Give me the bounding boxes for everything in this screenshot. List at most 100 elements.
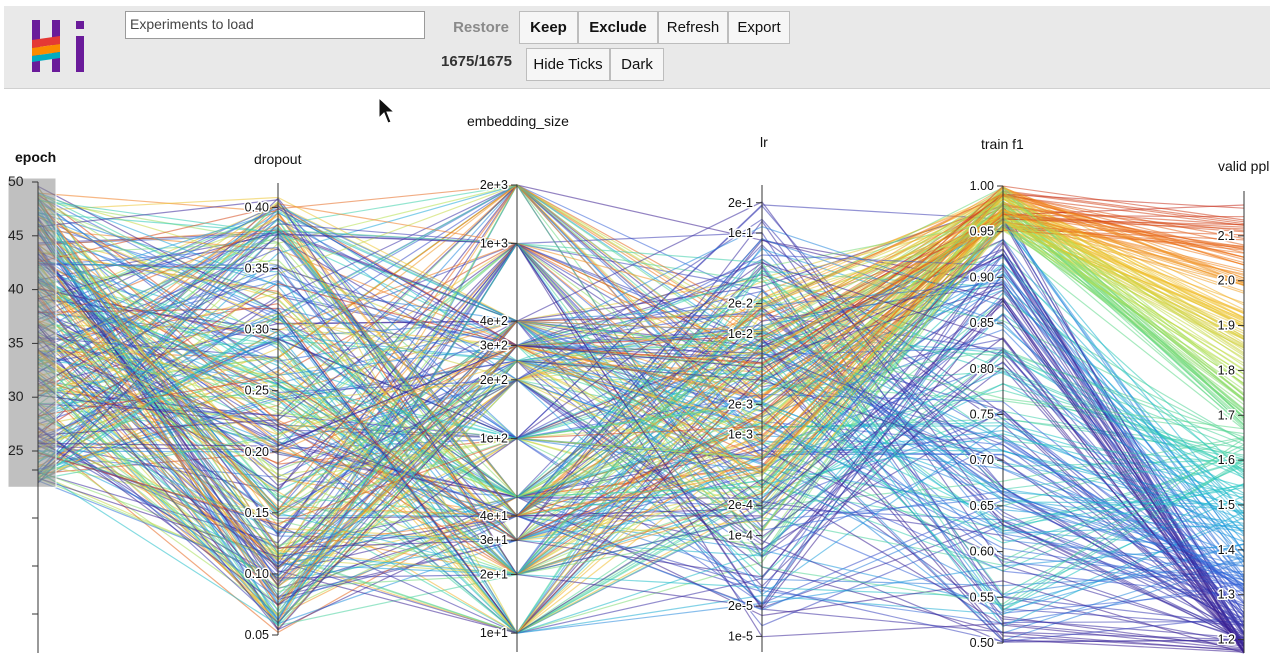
refresh-button[interactable]: Refresh — [658, 11, 728, 44]
axis-title[interactable]: embedding_size — [467, 113, 569, 129]
run-line — [37, 231, 1245, 626]
run-line — [37, 193, 1245, 518]
run-line — [37, 184, 1245, 511]
axis-tick-label: 1e+3 — [480, 237, 508, 251]
axis-title[interactable]: train f1 — [981, 136, 1024, 152]
run-line — [37, 218, 1245, 607]
restore-button[interactable]: Restore — [441, 11, 521, 44]
run-line — [37, 242, 1245, 611]
run-line — [37, 344, 1245, 628]
axis-tick-label: 0.25 — [245, 384, 269, 398]
run-line — [37, 213, 1245, 525]
selection-count: 1675/1675 — [441, 53, 512, 70]
axis-tick-label: 2e+2 — [480, 373, 508, 387]
axis-tick-label: 2e+3 — [480, 178, 508, 192]
axis-tick-label: 1.5 — [1218, 498, 1235, 512]
run-line — [37, 248, 1245, 596]
axis-tick-label: 0.70 — [970, 453, 994, 467]
axis-embedding-size[interactable]: embedding_size 1e+1 2e+1 3e+1 4e+1 1e+2 2e+2 3e… — [467, 113, 569, 652]
run-line — [37, 201, 1245, 641]
run-line — [37, 268, 1245, 634]
run-line — [37, 317, 1245, 544]
run-line — [37, 186, 1245, 576]
exclude-button[interactable]: Exclude — [578, 11, 658, 44]
run-line — [37, 242, 1245, 619]
run-line — [37, 184, 1245, 479]
axis-lr[interactable]: lr 1e-5 2e-5 1e-4 2e-4 1e-3 2e-3 1e-2 2e-2 1e-1 2e… — [726, 134, 768, 652]
run-line — [37, 204, 1245, 498]
run-line — [37, 199, 1245, 625]
run-line — [37, 206, 1245, 576]
axis-tick-label: 35 — [8, 334, 24, 350]
axis-tick-label: 0.75 — [970, 408, 994, 422]
axis-tick-label: 40 — [8, 281, 24, 297]
run-line — [37, 245, 1245, 651]
axis-tick-label: 0.65 — [970, 499, 994, 513]
axis-tick-label: 3e+1 — [480, 533, 508, 547]
axis-tick-label: 2.1 — [1218, 229, 1235, 243]
axis-tick-label: 2e-4 — [728, 498, 753, 512]
axis-tick-label: 0.30 — [245, 323, 269, 337]
axis-tick-label: 1e-2 — [728, 327, 753, 341]
axis-tick-label: 0.15 — [245, 506, 269, 520]
axis-tick-label: 0.40 — [245, 200, 269, 214]
run-line — [37, 220, 1245, 494]
run-line — [37, 185, 1245, 541]
axis-tick-label: 1.4 — [1218, 543, 1235, 557]
run-line — [37, 193, 1245, 635]
run-line — [37, 262, 1245, 576]
parallel-coordinates-plot[interactable]: epoch 25 30 35 40 45 50 dropout 0.05 0.10 0.15 0.20… — [0, 95, 1284, 663]
logo-i-dot — [76, 21, 84, 29]
run-line — [37, 206, 1245, 562]
axis-tick-label: 4e+2 — [480, 314, 508, 328]
experiments-input[interactable] — [125, 11, 425, 39]
axis-valid-ppl[interactable]: valid ppl 1.2 1.3 1.4 1.5 1.6 1.7 1.8 1.9 2.0 2.1 — [1216, 158, 1270, 653]
run-line — [37, 303, 1245, 653]
run-line — [37, 378, 1245, 607]
axis-tick-label: 0.20 — [245, 445, 269, 459]
run-line — [37, 183, 1245, 611]
run-line — [37, 195, 1245, 483]
run-line — [37, 208, 1245, 453]
axis-title[interactable]: valid ppl — [1218, 158, 1269, 174]
run-line — [37, 264, 1245, 594]
axis-tick-label: 0.95 — [970, 225, 994, 239]
axis-tick-label: 1.7 — [1218, 408, 1235, 422]
axis-tick-label: 1e-1 — [728, 226, 753, 240]
axis-title[interactable]: dropout — [254, 151, 302, 167]
axis-train-f1[interactable]: train f1 0.50 0.55 0.60 0.65 0.70 0.75 0.80 0.85… — [968, 136, 1024, 652]
run-line — [37, 273, 1245, 636]
axis-epoch[interactable]: epoch 25 30 35 40 45 50 — [7, 149, 57, 653]
mouse-cursor-icon — [378, 96, 396, 130]
dark-button[interactable]: Dark — [610, 48, 664, 81]
axis-tick-label: 45 — [8, 227, 24, 243]
run-line — [37, 359, 1245, 528]
axis-tick-label: 2e-2 — [728, 297, 753, 311]
axis-tick-label: 1.2 — [1218, 633, 1235, 647]
axis-tick-label: 0.55 — [970, 590, 994, 604]
toolbar: Restore Keep Exclude Refresh Export 1675… — [4, 6, 1270, 89]
run-line — [37, 204, 1245, 516]
axis-tick-label: 0.85 — [970, 316, 994, 330]
axis-tick-label: 4e+1 — [480, 509, 508, 523]
axis-title[interactable]: epoch — [15, 149, 56, 165]
axis-tick-label: 0.60 — [970, 545, 994, 559]
run-line — [37, 193, 1245, 464]
hide-ticks-button[interactable]: Hide Ticks — [526, 48, 610, 81]
axis-tick-label: 30 — [8, 388, 24, 404]
run-line — [37, 184, 1245, 590]
run-line — [37, 187, 1245, 583]
run-line — [37, 198, 1245, 617]
plot-axes: epoch 25 30 35 40 45 50 dropout 0.05 0.10 0.15 0.20… — [7, 113, 1270, 653]
axis-title[interactable]: lr — [760, 134, 768, 150]
run-line — [37, 254, 1245, 654]
axis-tick-label: 1.6 — [1218, 453, 1235, 467]
axis-brush-selection[interactable] — [7, 177, 57, 488]
export-button[interactable]: Export — [728, 11, 790, 44]
run-line — [37, 242, 1245, 653]
run-line — [37, 194, 1245, 446]
keep-button[interactable]: Keep — [519, 11, 578, 44]
axis-dropout[interactable]: dropout 0.05 0.10 0.15 0.20 0.25 0.30 0.35 0.40 — [243, 151, 302, 644]
run-line — [37, 184, 1245, 635]
run-line — [37, 212, 1245, 517]
